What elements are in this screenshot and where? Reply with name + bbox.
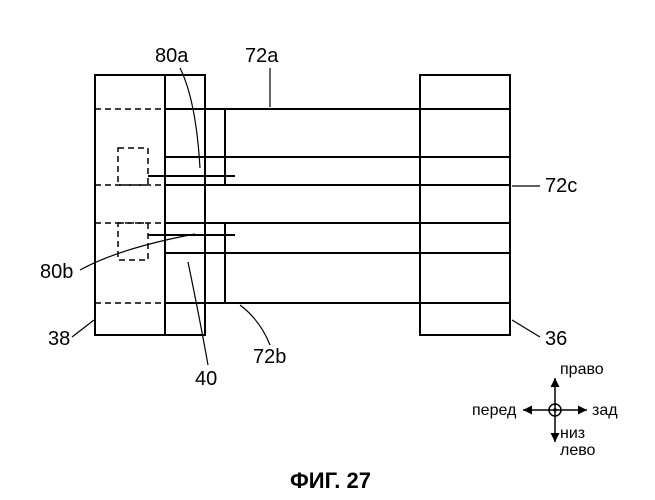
label-38: 38 [48,328,70,350]
label-36: 36 [545,328,567,350]
block-38 [95,75,165,335]
axis-up-label: право [560,361,604,378]
block-40 [165,75,205,335]
leader-38 [72,320,94,337]
label-72c: 72c [545,175,577,197]
label-80a: 80a [155,45,189,67]
orientation-axes: право зад перед низ лево [472,361,618,459]
leader-80a [180,68,200,168]
axis-below-label: низ [560,425,585,442]
leader-72b [240,305,270,345]
dashed-box-bot [118,223,148,260]
leader-36 [512,320,540,337]
block-36 [420,75,510,335]
label-40: 40 [195,368,217,390]
axis-down-label: лево [560,442,596,459]
label-72b: 72b [253,346,286,368]
axis-left-label: перед [472,402,517,419]
dashed-box-top [118,148,148,185]
label-72a: 72a [245,45,279,67]
label-80b: 80b [40,261,73,283]
figure-caption: ФИГ. 27 [290,468,371,493]
axis-right-label: зад [592,402,618,419]
